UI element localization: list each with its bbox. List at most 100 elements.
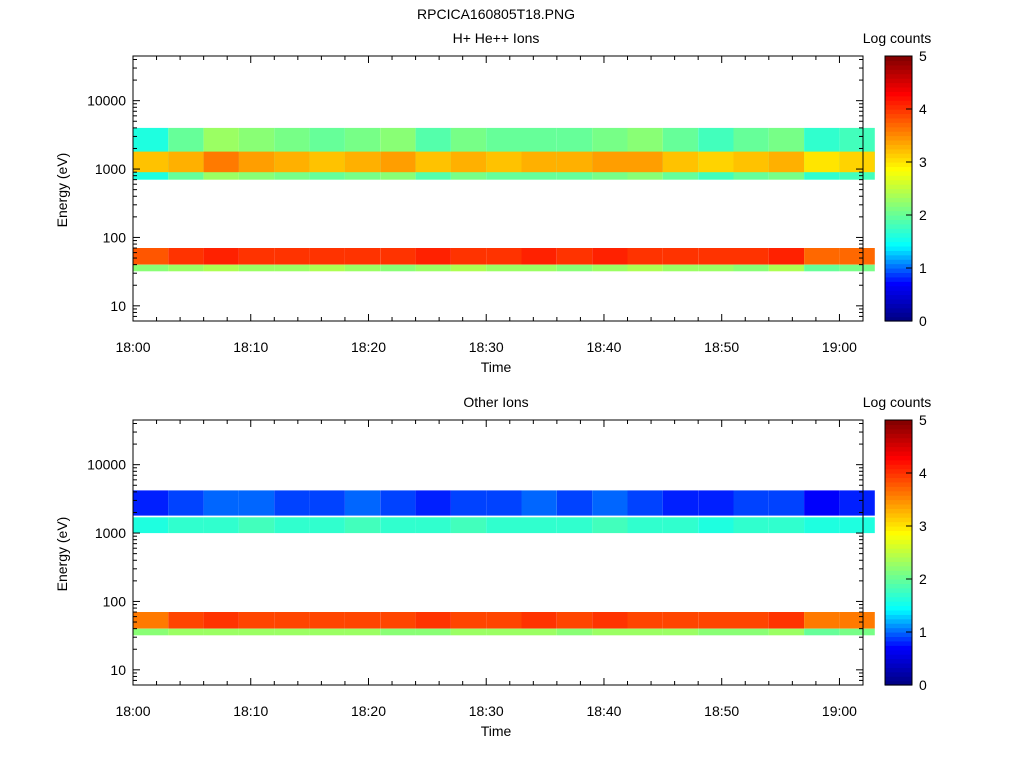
colorbar-swatch (885, 197, 912, 203)
colorbar-swatch (885, 508, 912, 514)
colorbar: 0 1 2 3 4 5 (884, 412, 927, 693)
heatmap-cell (274, 612, 310, 629)
colorbar-swatch (885, 636, 912, 642)
heatmap-cell (662, 628, 699, 636)
colorbar-swatch (885, 561, 912, 567)
heatmap-cell (344, 628, 381, 636)
colorbar-swatch (885, 667, 912, 673)
heatmap-cell (450, 490, 487, 516)
colorbar-swatch (885, 676, 912, 682)
y-tick-label: 10000 (87, 457, 126, 473)
heatmap-cell (556, 490, 593, 516)
colorbar-swatch (885, 148, 912, 154)
colorbar-swatch (885, 170, 912, 176)
heatmap-cell (556, 151, 593, 173)
colorbar-swatch (885, 640, 912, 646)
heatmap-cell (804, 264, 840, 272)
colorbar-swatch (885, 131, 912, 137)
y-tick-label: 1000 (95, 525, 126, 541)
plot-frame (132, 419, 864, 686)
colorbar-tick-label: 5 (919, 412, 927, 428)
x-axis-label: Time (481, 359, 512, 375)
heatmap-cell (521, 517, 557, 534)
y-tick-label: 1000 (95, 161, 126, 177)
y-tick-label: 10 (110, 662, 126, 678)
colorbar-swatch (885, 241, 912, 247)
colorbar-swatch (885, 201, 912, 207)
colorbar-swatch (885, 596, 912, 602)
colorbar-swatch (885, 468, 912, 474)
heatmap-cell (344, 264, 381, 272)
heatmap-cell (168, 151, 204, 173)
heatmap-cell (133, 517, 169, 534)
heatmap-cell (804, 612, 840, 629)
heatmap-cell (486, 151, 522, 173)
heatmap-cell (133, 490, 169, 516)
colorbar-swatch (885, 446, 912, 452)
x-tick-label: 18:30 (469, 703, 504, 719)
heatmap-cell (415, 628, 451, 636)
heatmap-cell (133, 612, 169, 629)
heatmap-cell (380, 248, 416, 265)
heatmap-cell (344, 490, 381, 516)
heatmap-cell (486, 628, 522, 636)
heatmap-cell (344, 248, 381, 265)
heatmap-cell (733, 517, 769, 534)
colorbar-swatch (885, 680, 912, 686)
colorbar-swatch (885, 539, 912, 545)
colorbar-swatch (885, 316, 912, 322)
colorbar-swatch (885, 126, 912, 132)
colorbar-swatch (885, 86, 912, 92)
colorbar-swatch (885, 556, 912, 562)
heatmap-cell (662, 490, 699, 516)
colorbar-swatch (885, 268, 912, 274)
heatmap-cell (239, 490, 275, 516)
colorbar-swatch (885, 162, 912, 168)
colorbar-swatch (885, 237, 912, 243)
heatmap-cell (486, 264, 522, 272)
figure-title: RPCICA160805T18.PNG (417, 6, 575, 22)
colorbar-label: Log counts (863, 394, 932, 410)
heatmap-cell (839, 264, 875, 272)
colorbar-swatch (885, 192, 912, 198)
colorbar-tick-label: 0 (919, 677, 927, 693)
heatmap-cell (839, 517, 875, 534)
colorbar-swatch (885, 521, 912, 527)
colorbar-tick-label: 3 (919, 518, 927, 534)
colorbar-swatch (885, 477, 912, 483)
colorbar-swatch (885, 259, 912, 265)
colorbar-swatch (885, 495, 912, 501)
heatmap-cell (133, 628, 169, 636)
colorbar-tick-label: 1 (919, 624, 927, 640)
heatmap-cell (309, 264, 345, 272)
heatmap-cell (698, 151, 734, 173)
heatmap-cell (203, 612, 239, 629)
heatmap-cell (733, 490, 769, 516)
heatmap-cell (380, 517, 416, 534)
colorbar-swatch (885, 424, 912, 430)
x-tick-label: 18:10 (233, 339, 268, 355)
x-tick-label: 18:30 (469, 339, 504, 355)
heatmap-cell (239, 248, 275, 265)
heatmap-cell (203, 490, 239, 516)
heatmap-cell (804, 490, 840, 516)
heatmap-cell (592, 151, 628, 173)
colorbar-swatch (885, 109, 912, 115)
heatmap-cell (415, 248, 451, 265)
colorbar-swatch (885, 122, 912, 128)
colorbar-swatch (885, 627, 912, 633)
heatmap-cell (768, 490, 805, 516)
colorbar-swatch (885, 490, 912, 496)
heatmap-cell (592, 248, 628, 265)
heatmap-cell (274, 628, 310, 636)
colorbar-swatch (885, 592, 912, 598)
heatmap-cell (733, 151, 769, 173)
heatmap-cell (344, 151, 381, 173)
x-tick-label: 18:50 (704, 339, 739, 355)
x-tick-label: 18:40 (586, 339, 621, 355)
heatmap-cell (698, 628, 734, 636)
heatmap-cell (662, 612, 699, 629)
colorbar-swatch (885, 433, 912, 439)
heatmap-cell (203, 248, 239, 265)
heatmap-cell (804, 248, 840, 265)
